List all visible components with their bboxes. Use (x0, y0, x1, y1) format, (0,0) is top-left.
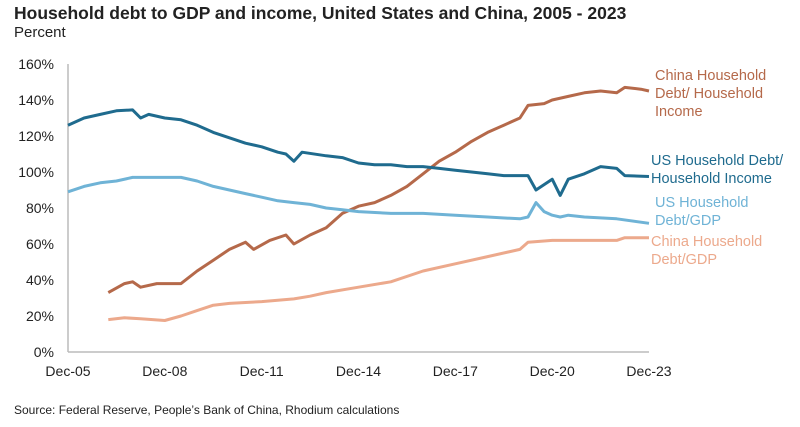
source-note: Source: Federal Reserve, People’s Bank o… (14, 403, 400, 417)
series-label: Debt/ Household (655, 86, 763, 102)
y-tick-label: 0% (34, 344, 54, 360)
chart-subtitle: Percent (14, 24, 66, 41)
x-tick-label: Dec-14 (336, 363, 381, 379)
series-label: China Household (651, 234, 762, 250)
y-tick-label: 160% (18, 56, 54, 72)
chart-title: Household debt to GDP and income, United… (14, 3, 627, 23)
y-tick-label: 20% (26, 308, 54, 324)
series-label: US Household (655, 195, 749, 211)
y-tick-label: 40% (26, 272, 54, 288)
x-tick-label: Dec-11 (240, 363, 284, 379)
series-label: US Household Debt/ (651, 153, 784, 169)
series-line-3 (108, 236, 649, 322)
x-tick-label: Dec-05 (45, 363, 90, 379)
series-label: Income (655, 104, 703, 120)
series-line-0 (107, 85, 650, 294)
y-tick-label: 120% (18, 128, 54, 144)
x-tick-label: Dec-20 (530, 363, 575, 379)
series-label: China Household (655, 68, 766, 84)
series-label: Household Income (651, 171, 772, 187)
y-tick-label: 80% (26, 200, 54, 216)
y-tick-label: 60% (26, 236, 54, 252)
y-tick-label: 140% (18, 92, 54, 108)
series-label: Debt/GDP (651, 252, 717, 268)
series-line-1 (67, 108, 650, 197)
y-tick-label: 100% (18, 164, 54, 180)
x-tick-label: Dec-23 (626, 363, 671, 379)
series-line-2 (67, 175, 650, 225)
x-tick-label: Dec-08 (142, 363, 187, 379)
x-tick-label: Dec-17 (433, 363, 478, 379)
series-label: Debt/GDP (655, 213, 721, 229)
